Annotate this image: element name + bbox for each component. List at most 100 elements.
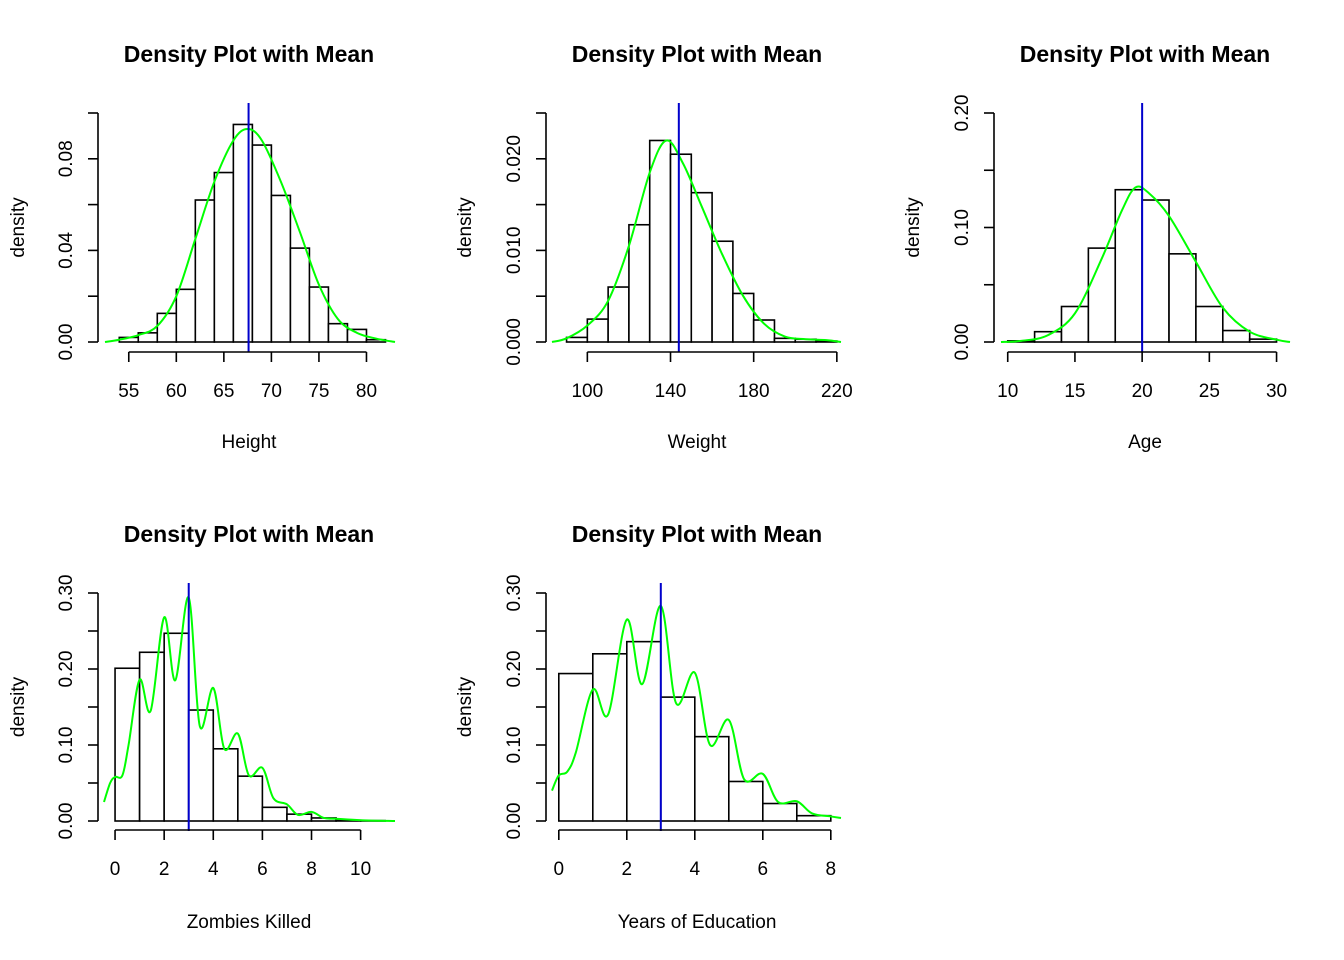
x-tick-label: 220: [821, 381, 853, 402]
x-axis-label: Years of Education: [618, 912, 777, 933]
histogram-bar: [1195, 305, 1224, 343]
x-tick-label: 75: [308, 381, 329, 402]
x-tick-label: 2: [159, 859, 170, 880]
y-tick-label: 0.30: [56, 575, 77, 612]
y-tick-label: 0.04: [56, 231, 77, 268]
y-tick-label: 0.00: [504, 803, 525, 840]
y-axis-label: density: [8, 676, 29, 737]
y-tick-label: 0.30: [504, 575, 525, 612]
histogram-bar: [659, 696, 696, 822]
x-axis-label: Zombies Killed: [187, 912, 312, 933]
x-axis-label: Age: [1128, 432, 1162, 453]
x-tick-label: 8: [826, 859, 837, 880]
histogram-bar: [669, 153, 693, 343]
chart-panel-1: Density Plot with Mean Height density 55 60 6…: [8, 41, 396, 453]
x-tick-label: 65: [213, 381, 234, 402]
chart-title: Density Plot with Mean: [572, 521, 822, 547]
histogram-bar: [648, 139, 672, 343]
histogram-bar: [693, 735, 730, 822]
chart-title: Density Plot with Mean: [124, 521, 374, 547]
y-tick-label: 0.000: [504, 318, 525, 366]
histogram-bar: [212, 747, 239, 822]
x-axis-label: Weight: [668, 432, 728, 453]
histogram-bar: [175, 288, 197, 343]
chart-panel-5: Density Plot with Mean Years of Education…: [455, 521, 842, 933]
x-tick-label: 2: [622, 859, 633, 880]
x-tick-label: 55: [118, 381, 139, 402]
chart-title: Density Plot with Mean: [124, 41, 374, 67]
histogram-bar: [761, 802, 798, 822]
x-tick-label: 70: [261, 381, 282, 402]
y-axis-label: density: [455, 676, 476, 737]
x-tick-label: 6: [758, 859, 769, 880]
y-tick-label: 0.20: [952, 95, 973, 132]
y-tick-label: 0.10: [504, 727, 525, 764]
y-axis-label: density: [903, 197, 924, 258]
y-tick-label: 0.00: [56, 803, 77, 840]
x-tick-label: 180: [738, 381, 770, 402]
y-tick-label: 0.10: [952, 209, 973, 246]
y-tick-label: 0.20: [504, 651, 525, 688]
density-curve: [551, 139, 842, 343]
x-tick-label: 25: [1199, 381, 1220, 402]
histogram-bar: [1221, 329, 1251, 343]
x-tick-label: 6: [257, 859, 268, 880]
x-tick-label: 4: [690, 859, 701, 880]
histogram-bar: [1168, 253, 1197, 343]
histogram-bar: [138, 651, 165, 822]
x-tick-label: 30: [1266, 381, 1287, 402]
x-tick-label: 0: [110, 859, 121, 880]
x-tick-label: 100: [571, 381, 603, 402]
histogram-bar: [237, 775, 264, 822]
chart-panel-3: Density Plot with Mean Age density 10 15 20 25…: [903, 41, 1291, 453]
histogram-bar: [1087, 247, 1117, 343]
x-tick-label: 10: [997, 381, 1018, 402]
x-tick-label: 80: [356, 381, 377, 402]
histogram-bar: [565, 336, 589, 343]
y-tick-label: 0.08: [56, 140, 77, 177]
x-tick-label: 4: [208, 859, 219, 880]
histogram-bar: [1141, 199, 1170, 343]
histogram-bar: [1033, 330, 1063, 343]
histogram-bar: [289, 247, 311, 343]
y-axis-label: density: [455, 197, 476, 258]
histogram-bar: [591, 652, 628, 822]
histogram-bar: [251, 144, 273, 343]
x-tick-label: 60: [166, 381, 187, 402]
x-axis-label: Height: [222, 432, 278, 453]
density-curve: [103, 596, 396, 822]
histogram-bar: [213, 171, 235, 343]
x-tick-label: 20: [1132, 381, 1153, 402]
histogram-bar: [308, 286, 330, 343]
histogram-bar: [194, 199, 216, 343]
histogram-bar: [625, 640, 662, 822]
chart-panel-4: Density Plot with Mean Zombies Killed dens…: [8, 521, 396, 933]
x-tick-label: 15: [1064, 381, 1085, 402]
x-tick-label: 140: [655, 381, 687, 402]
y-tick-label: 0.10: [56, 727, 77, 764]
histogram-bar: [628, 223, 651, 343]
x-tick-label: 0: [554, 859, 565, 880]
histogram-bar: [1114, 188, 1143, 343]
y-tick-label: 0.020: [504, 135, 525, 183]
y-axis-label: density: [8, 197, 29, 258]
histogram-bar: [795, 814, 832, 822]
histogram-bar: [261, 806, 288, 822]
x-tick-label: 10: [350, 859, 371, 880]
histogram-bar: [690, 191, 713, 343]
histogram-bar: [163, 632, 190, 822]
histogram-bar: [727, 780, 764, 822]
y-tick-label: 0.010: [504, 227, 525, 275]
histogram-bar: [557, 672, 594, 822]
chart-title: Density Plot with Mean: [1020, 41, 1270, 67]
x-tick-label: 8: [306, 859, 317, 880]
histogram-bar: [270, 194, 292, 343]
y-tick-label: 0.00: [952, 324, 973, 361]
y-tick-label: 0.20: [56, 651, 77, 688]
histogram-bar: [732, 292, 755, 343]
density-curve: [551, 604, 842, 819]
histogram-bar: [156, 312, 178, 343]
chart-panel-2: Density Plot with Mean Weight density 100 14…: [455, 41, 853, 453]
chart-title: Density Plot with Mean: [572, 41, 822, 67]
